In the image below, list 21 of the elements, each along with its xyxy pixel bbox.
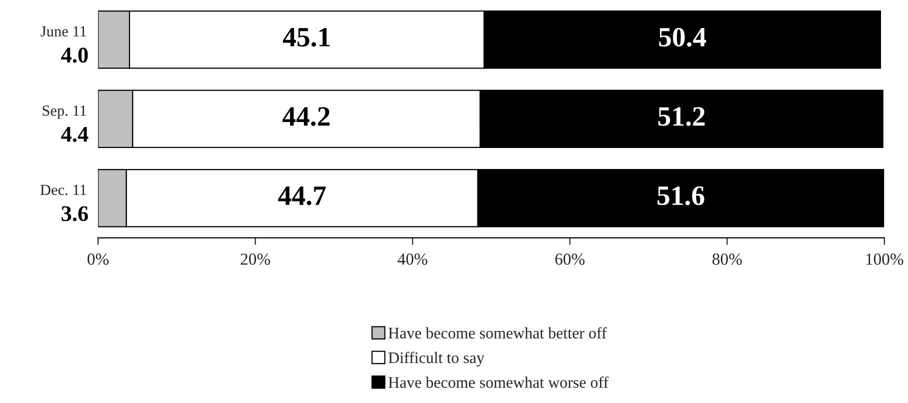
data-label: 3.6 <box>62 206 88 222</box>
data-label: 44.7 <box>278 186 326 206</box>
legend-label: Have become somewhat worse off <box>388 376 609 388</box>
y-tick-label: Dec. 11 <box>40 184 86 196</box>
x-tick-label: 20% <box>240 254 270 265</box>
x-tick-label: 40% <box>398 254 428 265</box>
y-tick-label: June 11 <box>40 26 86 37</box>
data-label: 4.4 <box>61 127 88 142</box>
data-label: 51.6 <box>658 186 704 206</box>
data-label: 50.4 <box>659 28 706 47</box>
y-tick-label: Sep. 11 <box>42 106 86 119</box>
data-label: 44.2 <box>282 107 330 126</box>
legend-label: Difficult to say <box>388 352 484 366</box>
x-tick-label: 100% <box>866 254 904 265</box>
data-label: 51.2 <box>658 107 705 126</box>
data-label: 4.0 <box>61 48 88 63</box>
legend-label: Have become somewhat better off <box>388 327 607 339</box>
data-label: 45.1 <box>282 28 330 47</box>
x-tick-label: 0% <box>88 254 109 265</box>
x-tick-label: 60% <box>555 254 585 265</box>
x-tick-label: 80% <box>712 254 742 265</box>
